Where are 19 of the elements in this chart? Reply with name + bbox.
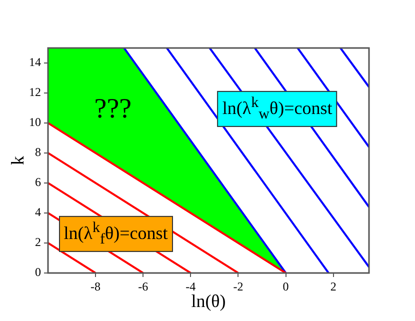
x-tick-label: -6 — [138, 279, 148, 294]
y-tick-label: 8 — [35, 145, 41, 160]
x-tick-label: 0 — [282, 279, 289, 294]
y-tick-label: 12 — [29, 85, 41, 100]
y-tick-label: 0 — [35, 265, 41, 280]
y-tick-label: 4 — [35, 205, 41, 220]
y-axis-title: k — [8, 156, 28, 165]
x-tick-label: 2 — [330, 279, 336, 294]
y-tick-label: 14 — [29, 55, 41, 70]
y-tick-label: 6 — [35, 175, 41, 190]
annotation: ln(λ$^{k}$$_{w}$θ)=const — [217, 90, 338, 127]
annotation: ??? — [94, 94, 132, 126]
y-tick-label: 2 — [35, 235, 41, 250]
y-tick-label: 10 — [29, 115, 41, 130]
x-tick-label: -8 — [90, 279, 101, 294]
x-axis-title: ln(θ) — [191, 290, 226, 311]
annotation: ln(λ$^{k}$$_{f}$θ)=const — [58, 216, 173, 252]
x-tick-label: -2 — [233, 279, 244, 294]
x-tick-label: -4 — [186, 279, 196, 294]
